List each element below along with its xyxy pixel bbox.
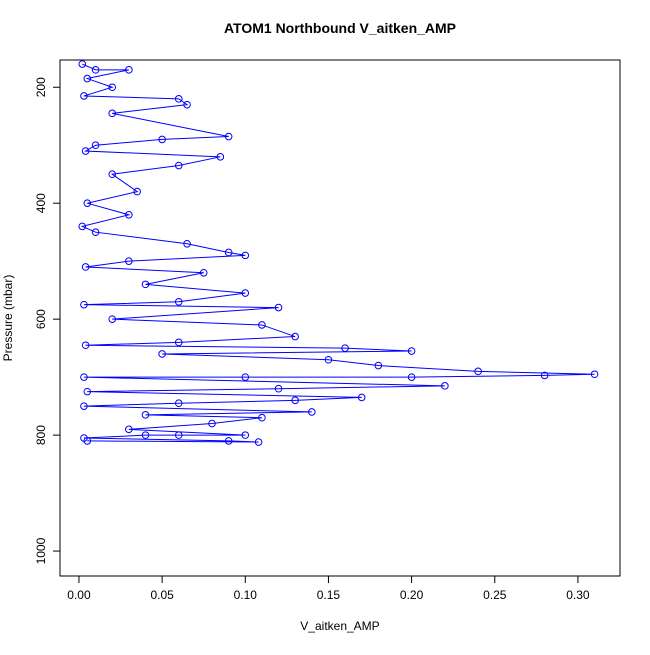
- data-point: [258, 321, 266, 329]
- data-point: [158, 135, 166, 144]
- y-tick-label: 200: [34, 77, 48, 97]
- x-tick-label: 0.30: [566, 588, 590, 602]
- x-tick-label: 0.20: [400, 588, 424, 602]
- data-point: [540, 371, 549, 380]
- data-point: [91, 66, 100, 74]
- data-point: [474, 367, 482, 376]
- data-point: [80, 402, 88, 410]
- data-point: [78, 60, 87, 68]
- data-point: [407, 347, 416, 355]
- data-point: [199, 268, 208, 277]
- data-point: [81, 341, 90, 350]
- data-point: [108, 109, 117, 118]
- data-point: [83, 199, 92, 208]
- data-point: [80, 92, 88, 100]
- data-point: [374, 361, 383, 370]
- data-point: [291, 332, 299, 341]
- profile-line: [80, 63, 595, 443]
- data-point: [125, 211, 133, 219]
- y-tick-label: 1000: [34, 537, 48, 564]
- data-point: [141, 431, 150, 439]
- data-point: [80, 300, 88, 309]
- data-point: [590, 370, 599, 379]
- data-point: [174, 95, 183, 103]
- data-point: [183, 100, 191, 109]
- data-point: [357, 393, 366, 402]
- data-point: [174, 431, 183, 439]
- data-point: [158, 350, 166, 358]
- data-point: [174, 338, 183, 347]
- data-point: [274, 384, 283, 393]
- data-point: [241, 289, 250, 297]
- x-tick-label: 0.25: [483, 588, 507, 602]
- data-point: [216, 153, 225, 161]
- x-tick-label: 0.10: [234, 588, 258, 602]
- data-point: [91, 228, 100, 236]
- x-tick-label: 0.15: [317, 588, 341, 602]
- data-point: [308, 408, 316, 416]
- data-point: [208, 419, 216, 428]
- data-point: [81, 263, 90, 271]
- data-point: [174, 399, 183, 408]
- data-point: [241, 431, 250, 439]
- data-point: [78, 222, 87, 231]
- data-point: [224, 248, 233, 257]
- data-point: [83, 437, 92, 445]
- data-point: [258, 413, 266, 422]
- y-axis-label: Pressure (mbar): [1, 275, 15, 362]
- data-point: [407, 373, 416, 381]
- chart-title: ATOM1 Northbound V_aitken_AMP: [224, 20, 456, 36]
- data-point: [108, 315, 117, 323]
- data-point: [174, 161, 183, 170]
- data-point: [324, 355, 333, 364]
- data-point: [141, 411, 150, 419]
- data-point: [441, 382, 449, 390]
- data-point: [133, 187, 141, 196]
- y-tick-label: 800: [34, 425, 48, 445]
- y-tick-label: 600: [34, 309, 48, 329]
- data-point: [108, 170, 117, 179]
- x-axis-label: V_aitken_AMP: [300, 619, 379, 633]
- data-point: [274, 303, 283, 312]
- data-point: [241, 373, 250, 381]
- data-point: [91, 141, 100, 150]
- data-point: [125, 257, 133, 265]
- plot-frame: [59, 59, 621, 577]
- data-point: [254, 438, 263, 446]
- data-point: [108, 83, 117, 92]
- x-tick-label: 0.00: [67, 588, 91, 602]
- data-point: [141, 280, 150, 289]
- x-tick-label: 0.05: [150, 588, 174, 602]
- data-point: [80, 373, 88, 381]
- data-point: [183, 239, 191, 248]
- data-point: [241, 251, 250, 260]
- data-point: [81, 147, 90, 155]
- data-point: [341, 344, 349, 352]
- data-point: [291, 396, 299, 405]
- data-point: [125, 66, 133, 74]
- data-point: [224, 437, 233, 445]
- data-point: [83, 387, 92, 396]
- y-tick-label: 400: [34, 193, 48, 213]
- data-point: [125, 425, 133, 434]
- data-point: [174, 297, 183, 306]
- data-point: [83, 74, 92, 83]
- data-point: [224, 132, 233, 141]
